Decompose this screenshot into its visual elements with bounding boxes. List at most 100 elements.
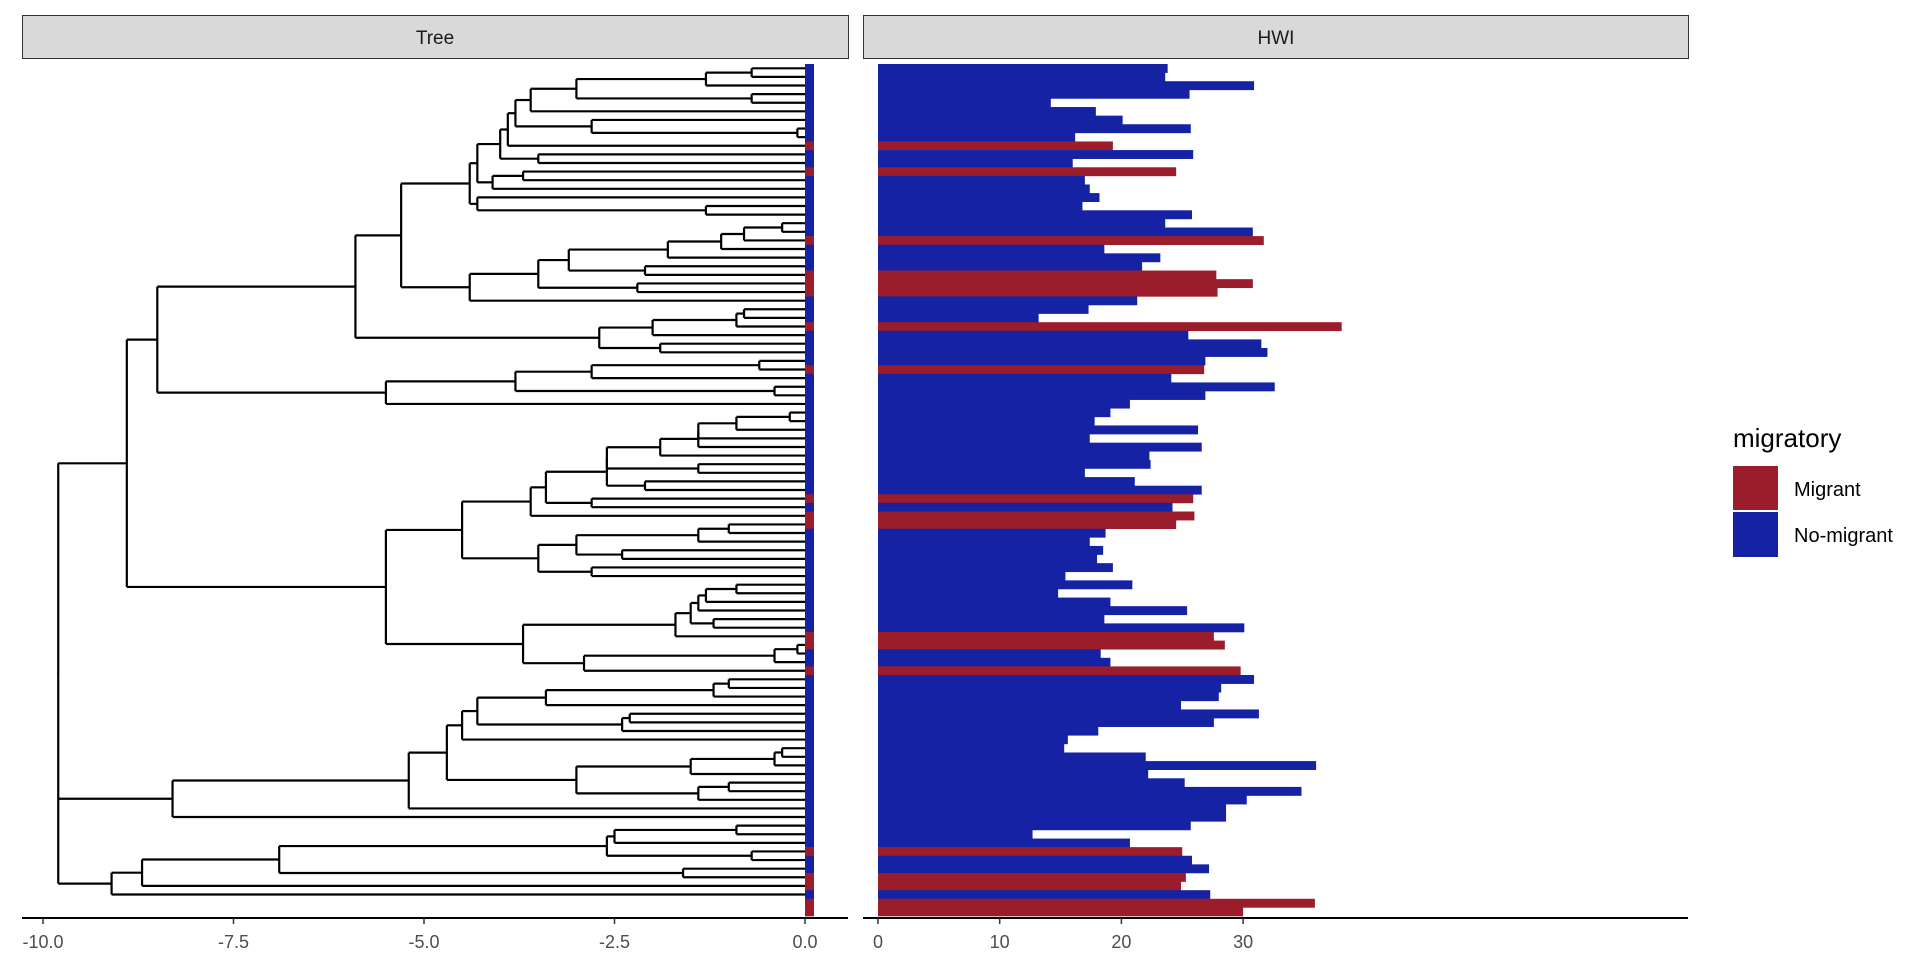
tip-color-cell: [805, 649, 814, 659]
tip-color-cell: [805, 881, 814, 891]
tip-color-cell: [805, 511, 814, 521]
tip-color-cell: [805, 666, 814, 676]
hwi-bar: [878, 692, 1219, 702]
hwi-bar: [878, 244, 1105, 254]
tip-color-cell: [805, 98, 814, 108]
tip-color-bar: [805, 64, 814, 917]
hwi-bar: [878, 425, 1199, 435]
hwi-bar: [878, 563, 1113, 573]
hwi-bar: [878, 451, 1150, 461]
tip-color-cell: [805, 89, 814, 99]
tip-color-cell: [805, 657, 814, 667]
tip-color-cell: [805, 64, 814, 73]
hwi-bar: [878, 683, 1222, 693]
tip-color-cell: [805, 606, 814, 616]
tip-color-cell: [805, 752, 814, 762]
tip-color-cell: [805, 907, 814, 917]
tip-color-cell: [805, 167, 814, 177]
hwi-bar: [878, 339, 1262, 349]
tip-color-cell: [805, 227, 814, 237]
hwi-bar: [878, 72, 1166, 82]
hwi-bar: [878, 580, 1133, 590]
hwi-bar: [878, 477, 1135, 486]
tip-color-cell: [805, 408, 814, 418]
hwi-bar: [878, 666, 1241, 676]
tip-color-cell: [805, 700, 814, 710]
hwi-bar: [878, 322, 1342, 332]
hwi-bar: [878, 554, 1098, 564]
tip-color-cell: [805, 847, 814, 857]
hwi-bar: [878, 606, 1188, 616]
hwi-bar: [878, 261, 1143, 271]
tip-color-cell: [805, 735, 814, 745]
hwi-bar: [878, 623, 1245, 633]
tip-color-cell: [805, 107, 814, 116]
hwi-bar: [878, 89, 1190, 99]
legend-swatch-no-migrant: [1733, 512, 1778, 557]
tip-color-cell: [805, 365, 814, 375]
tip-color-cell: [805, 640, 814, 650]
tip-color-cell: [805, 451, 814, 461]
tip-color-cell: [805, 494, 814, 504]
hwi-bar: [878, 649, 1101, 659]
tip-color-cell: [805, 864, 814, 874]
tip-color-cell: [805, 132, 814, 142]
tip-color-cell: [805, 804, 814, 814]
hwi-bar: [878, 812, 1227, 822]
hwi-bar: [878, 158, 1073, 168]
hwi-bar: [878, 838, 1130, 848]
hwi-bar: [878, 236, 1264, 246]
hwi-bar: [878, 365, 1205, 375]
hwi-bar: [878, 657, 1111, 667]
hwi-bar: [878, 795, 1247, 805]
tip-color-cell: [805, 416, 814, 426]
hwi-tick-label: 20: [1111, 932, 1131, 952]
tip-color-cell: [805, 201, 814, 211]
tip-color-cell: [805, 769, 814, 779]
hwi-bar: [878, 847, 1183, 857]
hwi-bar: [878, 528, 1106, 538]
hwi-bar: [878, 408, 1111, 418]
hwi-bar: [878, 107, 1096, 116]
tree-tick-label: -5.0: [408, 932, 439, 952]
tip-color-cell: [805, 477, 814, 486]
tip-color-cell: [805, 193, 814, 202]
tree-tick-label: -7.5: [218, 932, 249, 952]
tip-color-cell: [805, 580, 814, 590]
hwi-bar: [878, 270, 1217, 280]
legend-label-no-migrant: No-migrant: [1794, 525, 1893, 547]
tip-color-cell: [805, 210, 814, 220]
tip-color-cell: [805, 373, 814, 383]
tip-color-cell: [805, 675, 814, 684]
tip-color-cell: [805, 743, 814, 753]
tip-color-cell: [805, 571, 814, 581]
tip-color-cell: [805, 502, 814, 512]
hwi-bar: [878, 132, 1076, 142]
tip-color-cell: [805, 356, 814, 366]
hwi-bar: [878, 752, 1146, 762]
hwi-bar: [878, 864, 1210, 874]
hwi-bar: [878, 210, 1192, 220]
hwi-bar: [878, 597, 1111, 607]
tip-color-cell: [805, 778, 814, 788]
hwi-bar: [878, 675, 1255, 684]
tip-color-cell: [805, 795, 814, 805]
hwi-bar: [878, 485, 1202, 495]
hwi-bar: [878, 167, 1177, 177]
tip-color-cell: [805, 709, 814, 719]
hwi-bar: [878, 313, 1039, 323]
hwi-bar: [878, 632, 1214, 641]
hwi-bar: [878, 881, 1182, 891]
tip-color-cell: [805, 528, 814, 538]
hwi-bar: [878, 416, 1095, 426]
hwi-bar: [878, 821, 1191, 831]
hwi-bar: [878, 81, 1255, 91]
hwi-bar: [878, 494, 1194, 504]
tip-color-cell: [805, 563, 814, 573]
hwi-bar: [878, 502, 1173, 512]
hwi-strip-bg: [863, 15, 1689, 59]
hwi-bar: [878, 175, 1085, 185]
legend-title: migratory: [1733, 423, 1841, 453]
tip-color-cell: [805, 287, 814, 297]
